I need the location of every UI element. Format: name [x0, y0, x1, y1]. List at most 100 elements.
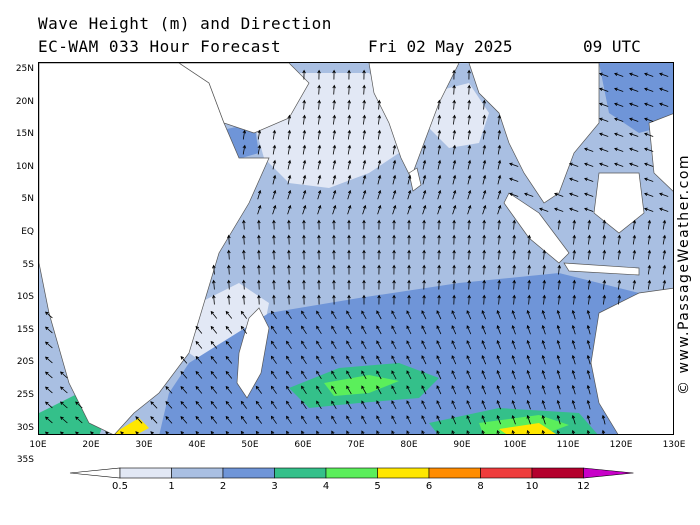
wave-direction-arrow: [482, 99, 486, 110]
wave-direction-arrow: [526, 399, 531, 410]
wave-direction-arrow: [346, 325, 352, 335]
wave-direction-arrow: [301, 325, 307, 335]
legend-label: 4: [322, 481, 330, 492]
wave-direction-arrow: [44, 326, 53, 334]
wave-direction-arrow: [392, 234, 396, 245]
wave-direction-arrow: [571, 429, 576, 434]
wave-direction-arrow: [407, 249, 411, 260]
wave-direction-arrow: [377, 264, 381, 275]
wave-direction-arrow: [467, 159, 472, 170]
wave-direction-arrow: [526, 369, 531, 380]
wave-direction-arrow: [257, 219, 261, 230]
wave-direction-arrow: [195, 385, 203, 394]
wave-direction-arrow: [556, 399, 561, 410]
wave-direction-arrow: [377, 234, 381, 245]
wave-direction-arrow: [257, 144, 262, 155]
wave-direction-arrow: [376, 310, 382, 320]
wave-direction-arrow: [272, 234, 276, 245]
wave-direction-arrow: [332, 84, 336, 95]
wave-direction-arrow: [361, 415, 367, 425]
wave-direction-arrow: [225, 385, 233, 394]
wave-direction-arrow: [392, 264, 396, 275]
wave-direction-arrow: [257, 189, 262, 200]
wave-direction-arrow: [497, 264, 501, 275]
forecast-subtitle: EC-WAM 033 Hour Forecast: [38, 37, 282, 56]
wave-direction-arrow: [437, 189, 442, 200]
wave-direction-arrow: [332, 69, 336, 80]
wave-direction-arrow: [362, 174, 367, 185]
wave-direction-arrow: [541, 399, 546, 410]
wave-direction-arrow: [557, 294, 561, 305]
wave-direction-arrow: [362, 234, 366, 245]
wave-direction-arrow: [601, 429, 606, 434]
wave-direction-arrow: [287, 189, 292, 200]
legend-label: 1: [168, 481, 175, 492]
wave-direction-arrow: [331, 310, 337, 320]
wave-direction-arrow: [437, 249, 441, 260]
forecast-date: Fri 02 May 2025: [368, 37, 513, 56]
legend-swatch: [119, 467, 172, 479]
wave-direction-arrow: [346, 355, 352, 365]
legend-label: 8: [477, 481, 484, 492]
wave-direction-arrow: [225, 400, 233, 409]
wave-direction-arrow: [361, 370, 367, 380]
wave-direction-arrow: [377, 159, 382, 170]
wave-direction-arrow: [331, 355, 337, 365]
wave-direction-arrow: [572, 279, 576, 290]
wave-direction-arrow: [602, 249, 607, 260]
wave-direction-arrow: [467, 264, 471, 275]
wave-direction-arrow: [212, 264, 216, 275]
wave-direction-arrow: [511, 415, 516, 425]
wave-direction-arrow: [105, 431, 109, 434]
wave-direction-arrow: [347, 279, 351, 290]
wave-direction-arrow: [512, 294, 516, 305]
wave-direction-arrow: [467, 189, 472, 200]
wave-direction-arrow: [437, 234, 441, 245]
wave-direction-arrow: [286, 430, 290, 434]
wave-direction-arrow: [497, 174, 502, 185]
wave-direction-arrow: [584, 147, 594, 152]
lat-label: 15S: [16, 324, 34, 335]
wave-direction-arrow: [286, 400, 292, 409]
wave-direction-arrow: [301, 340, 307, 350]
wave-direction-arrow: [212, 294, 216, 305]
wave-direction-arrow: [602, 294, 607, 305]
wave-direction-arrow: [451, 400, 457, 410]
wave-direction-arrow: [332, 219, 336, 230]
wave-direction-arrow: [347, 114, 352, 125]
wave-direction-arrow: [210, 400, 218, 409]
legend-min-triangle: [69, 467, 121, 479]
wave-direction-arrow: [617, 249, 622, 260]
wave-direction-arrow: [240, 430, 245, 434]
wave-direction-arrow: [541, 369, 546, 380]
wave-direction-arrow: [59, 371, 68, 379]
wave-direction-arrow: [452, 99, 456, 110]
wave-direction-arrow: [392, 279, 396, 290]
wave-direction-arrow: [659, 87, 669, 92]
wave-direction-arrow: [466, 355, 472, 365]
wave-direction-arrow: [242, 264, 246, 275]
wave-direction-arrow: [629, 102, 639, 107]
wave-direction-arrow: [467, 294, 471, 305]
wave-direction-arrow: [75, 431, 79, 434]
wave-direction-arrow: [632, 249, 637, 260]
wave-direction-arrow: [286, 415, 292, 424]
wave-direction-arrow: [392, 204, 397, 215]
wave-direction-arrow: [541, 339, 546, 350]
wave-direction-arrow: [437, 294, 441, 305]
wave-direction-arrow: [347, 264, 351, 275]
wave-direction-arrow: [227, 279, 231, 290]
wave-direction-arrow: [452, 159, 457, 170]
wave-direction-arrow: [587, 249, 592, 260]
wave-direction-arrow: [210, 325, 218, 334]
wave-direction-arrow: [421, 385, 427, 395]
wave-direction-arrow: [346, 340, 352, 350]
wave-direction-arrow: [407, 204, 412, 215]
wave-direction-arrow: [347, 204, 352, 215]
wave-direction-arrow: [614, 72, 624, 77]
wave-direction-arrow: [556, 354, 561, 365]
wave-direction-arrow: [377, 129, 382, 140]
wave-direction-arrow: [316, 415, 322, 425]
wave-direction-arrow: [496, 385, 501, 395]
wave-direction-arrow: [644, 207, 654, 212]
